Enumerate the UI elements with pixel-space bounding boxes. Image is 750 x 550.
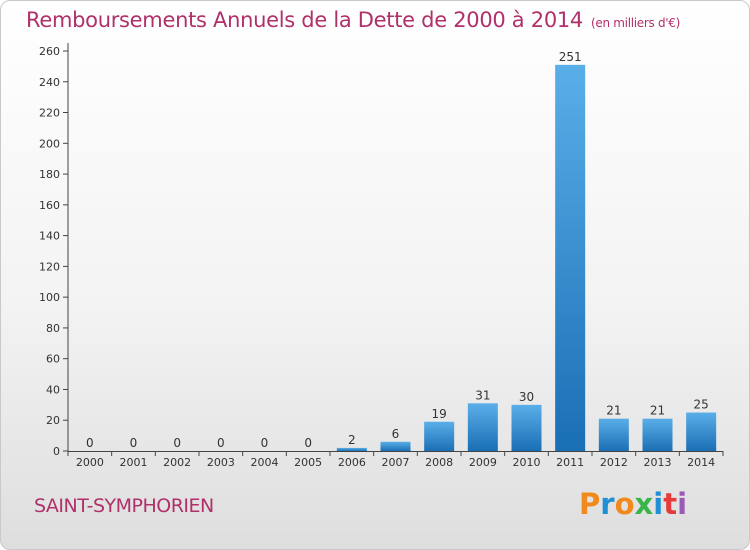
logo-letter: P [579, 487, 601, 521]
commune-name: SAINT-SYMPHORIEN [34, 495, 214, 517]
y-tick-label: 20 [46, 414, 60, 427]
bar-2012[interactable] [598, 418, 629, 451]
bar-2006[interactable] [336, 447, 367, 451]
value-label-2002: 0 [173, 436, 181, 450]
chart-title: Remboursements Annuels de la Dette de 20… [26, 8, 680, 32]
y-tick-label: 160 [39, 199, 60, 212]
x-tick-label-2007: 2007 [382, 456, 410, 469]
y-tick-label: 140 [39, 230, 60, 243]
value-label-2005: 0 [304, 436, 312, 450]
y-tick-label: 60 [46, 353, 60, 366]
y-tick-label: 220 [39, 107, 60, 120]
logo-letter: x [634, 487, 654, 521]
logo-letter: r [600, 487, 615, 521]
bar-2014[interactable] [686, 412, 717, 451]
bar-2009[interactable] [467, 403, 498, 451]
value-label-2007: 6 [392, 427, 400, 441]
value-label-2014: 25 [694, 398, 709, 412]
x-tick-label-2011: 2011 [556, 456, 584, 469]
logo-letter: t [663, 487, 678, 521]
bar-2013[interactable] [642, 418, 673, 451]
chart-title-text: Remboursements Annuels de la Dette de 20… [26, 8, 583, 32]
x-tick-label-2003: 2003 [207, 456, 235, 469]
y-tick-label: 80 [46, 322, 60, 335]
value-label-2004: 0 [261, 436, 269, 450]
value-label-2003: 0 [217, 436, 225, 450]
y-tick-label: 100 [39, 291, 60, 304]
value-label-2012: 21 [606, 404, 621, 418]
y-tick-label: 200 [39, 137, 60, 150]
value-label-2006: 2 [348, 433, 356, 447]
x-tick-label-2010: 2010 [513, 456, 541, 469]
bar-2007[interactable] [380, 441, 411, 451]
x-tick-label-2002: 2002 [163, 456, 191, 469]
bar-2008[interactable] [424, 421, 455, 451]
value-label-2008: 19 [432, 407, 447, 421]
value-label-2000: 0 [86, 436, 94, 450]
y-tick-label: 0 [53, 445, 60, 458]
value-label-2001: 0 [130, 436, 138, 450]
x-tick-label-2009: 2009 [469, 456, 497, 469]
value-label-2011: 251 [559, 50, 582, 64]
logo-letter: i [677, 487, 688, 521]
x-tick-label-2000: 2000 [76, 456, 104, 469]
x-tick-label-2013: 2013 [644, 456, 672, 469]
x-tick-label-2012: 2012 [600, 456, 628, 469]
logo-letter: i [653, 487, 664, 521]
bar-2010[interactable] [511, 404, 542, 451]
value-label-2013: 21 [650, 404, 665, 418]
x-tick-label-2006: 2006 [338, 456, 366, 469]
x-tick-label-2004: 2004 [251, 456, 279, 469]
x-tick-label-2014: 2014 [687, 456, 715, 469]
x-tick-label-2008: 2008 [425, 456, 453, 469]
proxiti-logo[interactable]: Proxiti [579, 487, 687, 521]
chart-unit: (en milliers d'€) [591, 16, 681, 30]
y-tick-label: 180 [39, 168, 60, 181]
y-tick-label: 40 [46, 383, 60, 396]
y-tick-label: 260 [39, 45, 60, 58]
bar-2011[interactable] [555, 64, 586, 451]
value-label-2009: 31 [475, 388, 490, 402]
y-tick-label: 240 [39, 76, 60, 89]
x-tick-label-2005: 2005 [294, 456, 322, 469]
logo-letter: o [614, 487, 635, 521]
y-tick-label: 120 [39, 260, 60, 273]
x-tick-label-2001: 2001 [120, 456, 148, 469]
value-label-2010: 30 [519, 390, 534, 404]
